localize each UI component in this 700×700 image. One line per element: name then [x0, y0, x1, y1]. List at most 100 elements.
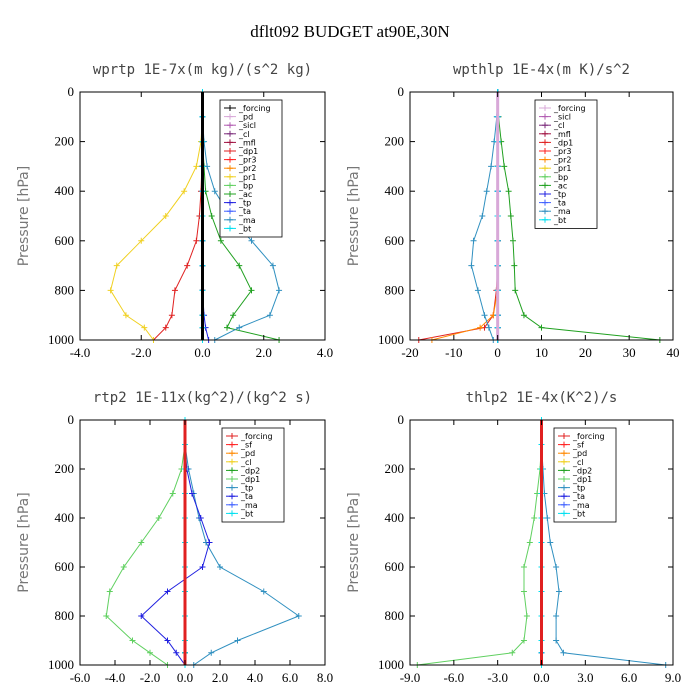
chart-panel-3: rtp2 1E-11x(kg^2)/(kg^2 s) Pressure [hPa]… — [16, 390, 333, 685]
data-point — [217, 564, 223, 570]
data-point — [197, 515, 204, 521]
y-tick-label: 1000 — [48, 657, 74, 672]
x-tick-label: 3.0 — [577, 670, 593, 685]
y-tick-label: 200 — [55, 461, 75, 476]
legend-marker — [561, 441, 567, 448]
data-point — [217, 237, 224, 244]
y-tick-label: 400 — [385, 510, 405, 525]
legend-label: _ma — [240, 501, 258, 510]
series-line-dp1 — [417, 420, 542, 666]
data-point — [147, 649, 153, 656]
x-tick-label: 6.0 — [621, 670, 637, 685]
data-point — [162, 324, 169, 331]
data-point — [483, 188, 490, 195]
y-tick-label: 800 — [385, 608, 405, 623]
y-tick-label: 800 — [55, 282, 75, 297]
series-line-dp1 — [105, 420, 186, 666]
legend-label: _pr1 — [553, 164, 571, 173]
legend-marker — [227, 113, 233, 120]
data-point — [138, 613, 145, 619]
legend: _forcing_sicl_cl_mfl_dp1_pr3_pr2_pr1_bp_… — [534, 99, 598, 229]
data-point — [485, 324, 492, 331]
legend: _forcing_pd_sicl_cl_mfl_dp1_pr3_pr2_pr1_… — [219, 99, 283, 238]
legend-label: _forcing — [240, 432, 273, 441]
legend-marker — [229, 450, 235, 457]
legend-marker — [229, 433, 235, 439]
data-point — [509, 649, 516, 656]
legend-marker — [227, 105, 233, 111]
legend-marker — [542, 148, 548, 154]
legend-label: _bt — [240, 509, 253, 518]
legend-marker — [227, 199, 233, 206]
data-point — [168, 312, 175, 319]
legend-marker — [561, 433, 567, 439]
legend-label: _bp — [238, 181, 253, 190]
legend-label: _cl — [553, 121, 565, 130]
data-point — [520, 312, 527, 319]
y-tick-label: 800 — [385, 282, 405, 297]
data-point — [103, 613, 110, 619]
x-tick-label: 20 — [579, 345, 592, 360]
legend-marker — [542, 165, 548, 172]
data-point — [248, 237, 255, 244]
x-tick-label: 0.0 — [177, 670, 193, 685]
y-tick-label: 600 — [385, 559, 405, 574]
legend-marker — [561, 476, 567, 482]
legend-marker — [542, 105, 548, 111]
legend-marker — [227, 208, 233, 215]
data-point — [260, 588, 267, 595]
legend-marker — [561, 501, 567, 508]
legend-label: _ac — [238, 190, 252, 199]
y-tick-label: 0 — [398, 412, 405, 427]
legend-label: _ta — [572, 492, 585, 501]
legend-label: _sf — [240, 441, 252, 450]
data-point — [248, 287, 255, 294]
legend-marker — [227, 191, 233, 197]
legend-label: _sicl — [238, 121, 256, 130]
legend-marker — [542, 216, 548, 223]
legend: _forcing_sf_pd_cl_dp2_dp1_tp_ta_ma_bt — [553, 427, 617, 523]
y-tick-label: 1000 — [378, 332, 404, 347]
data-point — [520, 564, 527, 570]
x-tick-label: 8.0 — [317, 670, 333, 685]
data-point — [155, 515, 162, 521]
legend-marker — [561, 493, 567, 500]
data-point — [211, 188, 218, 195]
x-tick-label: 2.0 — [256, 345, 272, 360]
legend-marker — [227, 156, 233, 163]
legend-label: _pd — [240, 449, 255, 458]
data-point — [181, 188, 188, 195]
legend-label: _sf — [572, 441, 584, 450]
legend-marker — [229, 493, 235, 500]
legend-label: _sicl — [553, 113, 571, 122]
data-point — [520, 637, 527, 644]
legend-marker — [542, 113, 548, 120]
legend-marker — [227, 216, 233, 223]
legend-label: _bp — [553, 173, 568, 182]
legend-marker — [561, 450, 567, 457]
data-point — [468, 262, 475, 269]
y-tick-label: 0 — [68, 412, 75, 427]
data-point — [470, 237, 477, 244]
data-point — [547, 539, 554, 546]
figure-title: dflt092 BUDGET at90E,30N — [250, 22, 450, 41]
chart-panel-1: wprtp 1E-7x(m kg)/(s^2 kg) Pressure [hPa]… — [16, 62, 333, 360]
x-tick-label: 30 — [623, 345, 636, 360]
legend-marker — [227, 122, 233, 129]
data-point — [206, 539, 213, 546]
legend-label: _bt — [553, 216, 566, 225]
panel-title: wpthlp 1E-4x(m K)/s^2 — [453, 62, 630, 78]
x-tick-label: 4.0 — [317, 345, 333, 360]
legend-label: _dp2 — [572, 466, 592, 475]
plot-frame — [79, 419, 326, 666]
data-point — [208, 213, 215, 219]
x-tick-label: -3.0 — [487, 670, 508, 685]
x-tick-label: -6.0 — [70, 670, 91, 685]
legend-marker — [229, 476, 235, 482]
series-line-dp1 — [153, 92, 203, 341]
x-tick-label: 9.0 — [665, 670, 681, 685]
data-point — [544, 515, 551, 521]
legend-label: _bt — [572, 509, 585, 518]
y-tick-label: 200 — [55, 134, 75, 149]
x-tick-label: 4.0 — [247, 670, 263, 685]
